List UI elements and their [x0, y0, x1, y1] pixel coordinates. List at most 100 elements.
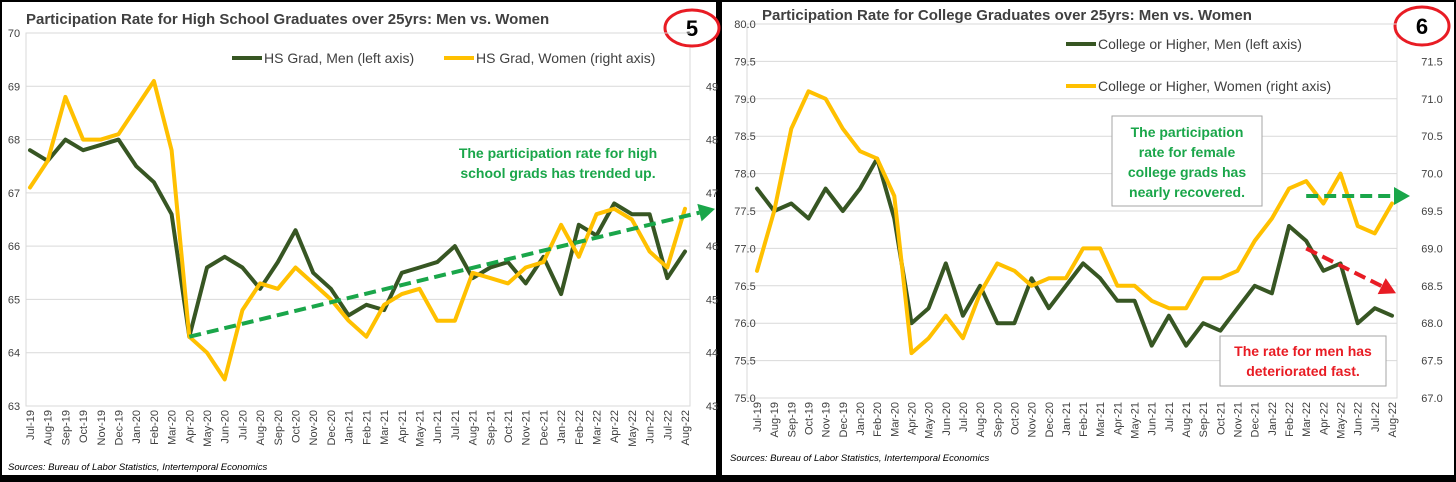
- panel-hs-badge: 5: [663, 8, 721, 48]
- college-x-tick-label: Oct-20: [1009, 402, 1021, 435]
- college-right-tick-label: 71.5: [1421, 56, 1442, 68]
- panel-hs-annotation-line-1: The participation rate for high: [459, 145, 657, 161]
- college-x-tick-label: Sep-19: [786, 402, 798, 437]
- panel-hs-legend: HS Grad, Men (left axis) HS Grad, Women …: [232, 50, 655, 66]
- legend-hs-men-label: HS Grad, Men (left axis): [264, 50, 414, 66]
- college-x-tick-label: Nov-20: [1027, 402, 1039, 437]
- hs-trend-arrow-shaft: [188, 210, 700, 339]
- panel-college-arrows: [1305, 187, 1410, 295]
- college-down-arrow-shaft: [1305, 246, 1383, 288]
- college-right-tick-label: 69.0: [1421, 243, 1442, 255]
- college-x-tick-label: Sep-20: [992, 402, 1004, 437]
- panel-hs-x-ticks: Jul-19 Aug-19 Sep-19 Oct-19 Nov-19 Dec-19 Jan-…: [25, 410, 692, 447]
- hs-x-tick-label: Jun-21: [432, 410, 444, 444]
- panel-college-annotation-male: The rate for men has deteriorated fast.: [1219, 335, 1387, 387]
- panel-hs-gridlines: [26, 32, 690, 407]
- hs-trend-arrow-head: [697, 203, 715, 222]
- panel-college-annotation-female-box: [1111, 115, 1263, 207]
- hs-right-tick-label: 43: [706, 401, 718, 413]
- college-x-tick-label: Jul-22: [1370, 402, 1382, 432]
- hs-x-tick-label: Jun-22: [645, 410, 657, 444]
- hs-left-tick-label: 65: [8, 294, 20, 306]
- hs-x-tick-label: Nov-19: [96, 410, 108, 445]
- hs-x-tick-label: Aug-19: [43, 410, 55, 445]
- panel-college-annotation-female-line-2: rate for female: [1139, 144, 1236, 160]
- panel-college-legend: College or Higher, Men (left axis) Colle…: [1066, 36, 1331, 94]
- panel-hs-trend-arrow: [188, 203, 715, 339]
- hs-right-tick-label: 49: [706, 81, 718, 93]
- college-left-tick-label: 76.0: [734, 318, 755, 330]
- panel-college-annotation-female-line-4: nearly recovered.: [1129, 184, 1245, 200]
- college-x-tick-label: Jun-21: [1147, 402, 1159, 436]
- hs-x-tick-label: Mar-21: [379, 410, 391, 445]
- hs-x-tick-label: Sep-19: [60, 410, 72, 445]
- hs-x-tick-label: Dec-21: [538, 410, 550, 445]
- college-right-tick-label: 68.0: [1421, 318, 1442, 330]
- panel-hs-right-ticks: 43 44 45 46 47 48 49: [706, 81, 718, 413]
- hs-left-tick-label: 70: [8, 28, 20, 40]
- hs-x-tick-label: May-20: [202, 410, 214, 447]
- college-left-tick-label: 76.5: [734, 281, 755, 293]
- panel-college-annotation-female: The participation rate for female colleg…: [1111, 115, 1263, 207]
- hs-x-tick-label: Jul-21: [450, 410, 462, 440]
- hs-left-tick-label: 69: [8, 81, 20, 93]
- college-left-tick-label: 79.5: [734, 56, 755, 68]
- hs-left-tick-label: 64: [8, 348, 20, 360]
- hs-right-tick-label: 45: [706, 294, 718, 306]
- college-x-tick-label: Nov-21: [1233, 402, 1245, 437]
- hs-x-tick-label: Jan-20: [131, 410, 143, 444]
- hs-left-tick-label: 63: [8, 401, 20, 413]
- hs-right-tick-label: 46: [706, 241, 718, 253]
- college-x-tick-label: Aug-21: [1181, 402, 1193, 437]
- college-right-tick-label: 71.0: [1421, 94, 1442, 106]
- panel-college-x-ticks: Jul-19 Aug-19 Sep-19 Oct-19 Nov-19 Dec-19 Jan-…: [752, 402, 1399, 439]
- college-x-tick-label: Jan-20: [855, 402, 867, 436]
- hs-x-tick-label: Jan-21: [344, 410, 356, 444]
- college-men-line: [755, 156, 1394, 348]
- panel-college-background: [722, 2, 1454, 475]
- college-x-tick-label: Jun-20: [941, 402, 953, 436]
- panel-college-badge: 6: [1393, 5, 1451, 47]
- hs-right-tick-label: 44: [706, 348, 718, 360]
- hs-x-tick-label: Nov-20: [308, 410, 320, 445]
- hs-x-tick-label: Mar-22: [591, 410, 603, 445]
- college-left-tick-label: 77.5: [734, 206, 755, 218]
- panel-college-title: Participation Rate for College Graduates…: [762, 7, 1252, 24]
- hs-x-tick-label: Apr-21: [397, 410, 409, 443]
- college-x-tick-label: Aug-19: [769, 402, 781, 437]
- hs-x-tick-label: Apr-20: [184, 410, 196, 443]
- college-right-tick-label: 68.5: [1421, 281, 1442, 293]
- college-x-tick-label: Jul-19: [752, 402, 764, 432]
- college-right-tick-label: 70.0: [1421, 169, 1442, 181]
- hs-x-tick-label: Jul-19: [25, 410, 37, 440]
- hs-x-tick-label: Oct-19: [78, 410, 90, 443]
- hs-x-tick-label: May-21: [414, 410, 426, 447]
- panel-hs-left-ticks: 63 64 65 66 67 68 69 70: [8, 28, 20, 413]
- hs-x-tick-label: Aug-22: [680, 410, 692, 445]
- hs-x-tick-label: Oct-20: [291, 410, 303, 443]
- hs-left-tick-label: 67: [8, 188, 20, 200]
- college-x-tick-label: Dec-20: [1044, 402, 1056, 437]
- hs-x-tick-label: Jul-22: [662, 410, 674, 440]
- college-x-tick-label: Jul-20: [958, 402, 970, 432]
- college-x-tick-label: Sep-21: [1198, 402, 1210, 437]
- college-women-line: [755, 89, 1394, 356]
- hs-x-tick-label: Sep-21: [485, 410, 497, 445]
- panel-college-badge-ring: [1393, 5, 1451, 47]
- college-left-tick-label: 77.0: [734, 243, 755, 255]
- college-x-tick-label: Feb-20: [872, 402, 884, 437]
- hs-x-tick-label: Aug-20: [255, 410, 267, 445]
- college-x-tick-label: Jul-21: [1164, 402, 1176, 432]
- hs-x-tick-label: May-22: [627, 410, 639, 447]
- panel-hs-series: [28, 79, 687, 382]
- hs-x-tick-label: Jan-22: [556, 410, 568, 444]
- college-x-tick-label: Mar-20: [889, 402, 901, 437]
- panel-hs-annotation: The participation rate for high school g…: [459, 145, 657, 181]
- college-x-tick-label: Mar-22: [1301, 402, 1313, 437]
- panel-college-left-ticks: 75.0 75.5 76.0 76.5 77.0 77.5 78.0 78.5 79.0 79.5…: [734, 19, 755, 405]
- panel-hs-annotation-line-2: school grads has trended up.: [460, 165, 655, 181]
- legend-college-men-label: College or Higher, Men (left axis): [1098, 36, 1302, 52]
- panel-college-annotation-female-line-3: college grads has: [1128, 164, 1246, 180]
- college-x-tick-label: Dec-19: [838, 402, 850, 437]
